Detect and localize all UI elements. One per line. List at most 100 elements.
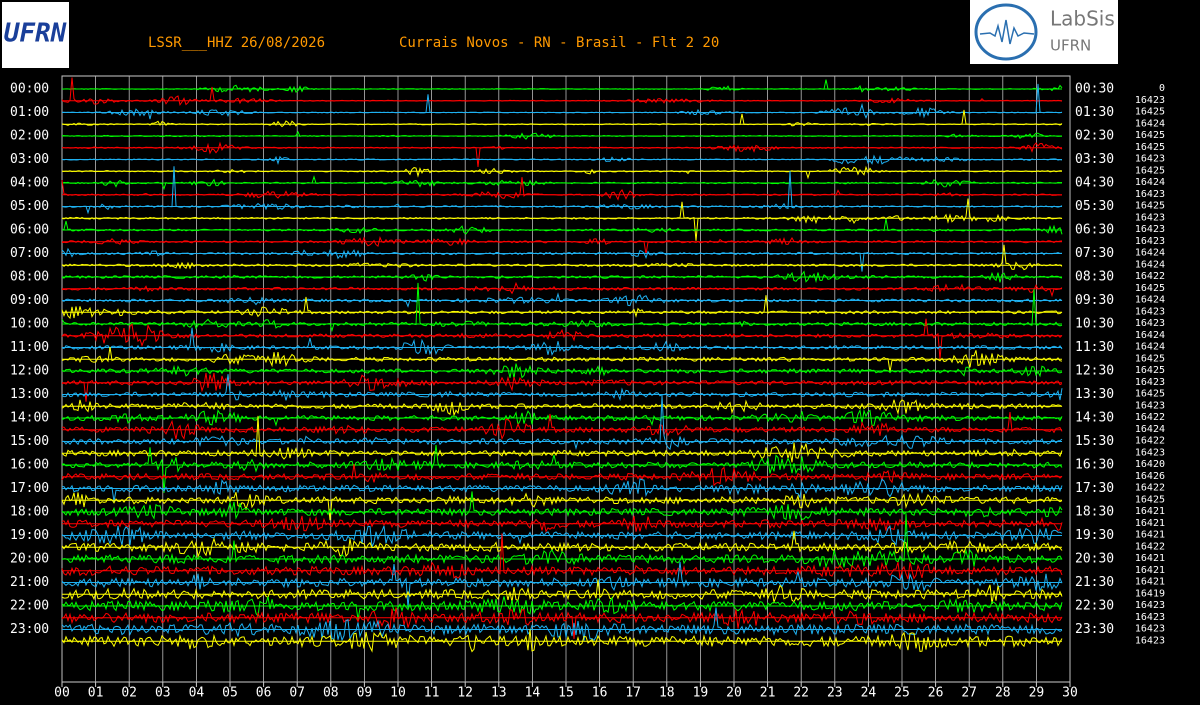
trace-count: 16422 [1135,483,1165,494]
trace [61,270,1063,284]
trace [61,282,1063,333]
x-tick-label: 17 [625,686,641,701]
x-tick-label: 00 [54,686,70,701]
time-label-right: 04:30 [1075,176,1114,191]
time-label-left: 06:00 [10,223,49,238]
time-label-left: 02:00 [10,129,49,144]
trace-count: 16424 [1135,259,1165,270]
time-label-right: 17:30 [1075,481,1114,496]
logo-box [970,0,1118,64]
time-label-right: 07:30 [1075,246,1114,261]
trace-count: 16424 [1135,248,1165,259]
trace [61,218,1063,235]
logo-wave [979,19,1035,45]
trace-count: 16421 [1135,553,1165,564]
trace-count: 16424 [1135,118,1165,129]
time-label-right: 22:30 [1075,599,1114,614]
x-tick-label: 16 [592,686,608,701]
time-label-left: 08:00 [10,270,49,285]
x-tick-label: 12 [457,686,473,701]
time-label-right: 18:30 [1075,505,1114,520]
time-label-right: 02:30 [1075,129,1114,144]
x-tick-label: 11 [424,686,440,701]
x-tick-label: 22 [793,686,809,701]
x-tick-label: 28 [995,686,1011,701]
trace [61,292,1063,308]
trace-count: 16420 [1135,459,1165,470]
x-tick-label: 14 [525,686,541,701]
trace [61,607,1063,640]
trace [61,607,1063,642]
time-label-right: 23:30 [1075,622,1114,637]
trace [61,464,1063,487]
trace [62,478,1063,502]
trace [61,363,1063,379]
x-tick-label: 19 [693,686,709,701]
trace-count: 16423 [1135,612,1165,623]
x-tick-label: 06 [256,686,272,701]
time-label-left: 05:00 [10,199,49,214]
time-label-right: 10:30 [1075,317,1114,332]
x-tick-label: 30 [1062,686,1078,701]
trace-count: 16423 [1135,189,1165,200]
trace [61,515,1063,533]
time-label-left: 21:00 [10,575,49,590]
trace-count: 16423 [1135,600,1165,611]
x-tick-label: 15 [558,686,574,701]
x-tick-label: 04 [189,686,205,701]
trace-count: 16426 [1135,471,1165,482]
x-tick-label: 02 [121,686,137,701]
location-title: Currais Novos - RN - Brasil - Flt 2 20 [399,35,719,51]
trace [61,629,1063,653]
trace [61,408,1063,427]
logo-ring [974,3,1038,61]
trace-count: 16421 [1135,530,1165,541]
trace-count: 16424 [1135,342,1165,353]
trace-count: 16422 [1135,541,1165,552]
plot-area: 00 01 02 03 04 05 06 07 08 09 10 11 12 13 14 15 16 17 18 19… [10,75,1165,701]
trace [61,596,1063,620]
time-label-left: 15:00 [10,434,49,449]
time-label-left: 16:00 [10,458,49,473]
trace [61,281,1063,298]
time-label-left: 17:00 [10,481,49,496]
trace-count: 16421 [1135,506,1165,517]
trace [61,79,1063,93]
trace-count: 16422 [1135,412,1165,423]
trace [61,444,1063,493]
x-tick-label: 24 [861,686,877,701]
time-label-right: 06:30 [1075,223,1114,238]
trace-count: 16423 [1135,447,1165,458]
x-tick-label: 01 [88,686,104,701]
trace-count: 16423 [1135,224,1165,235]
time-label-right: 16:30 [1075,458,1114,473]
time-label-right: 03:30 [1075,152,1114,167]
x-tick-label: 27 [961,686,977,701]
trace [61,530,1063,559]
logo-box [2,2,69,68]
trace-count: 0 [1159,83,1165,94]
trace-count: 16425 [1135,130,1165,141]
x-tick-label: 08 [323,686,339,701]
x-tick-label: 05 [222,686,238,701]
trace [61,579,1063,605]
time-label-left: 23:00 [10,622,49,637]
x-tick-label: 09 [357,686,373,701]
trace-count: 16425 [1135,107,1165,118]
time-label-left: 13:00 [10,387,49,402]
x-tick-label: 29 [1029,686,1045,701]
time-label-right: 19:30 [1075,528,1114,543]
trace-count: 16425 [1135,365,1165,376]
time-label-left: 00:00 [10,82,49,97]
trace [61,327,1063,357]
x-tick-label: 21 [760,686,776,701]
trace-count: 16422 [1135,271,1165,282]
time-label-right: 15:30 [1075,434,1114,449]
trace [61,77,1063,107]
time-label-right: 08:30 [1075,270,1114,285]
x-tick-label: 26 [928,686,944,701]
trace [61,533,1063,580]
trace [61,415,1063,463]
